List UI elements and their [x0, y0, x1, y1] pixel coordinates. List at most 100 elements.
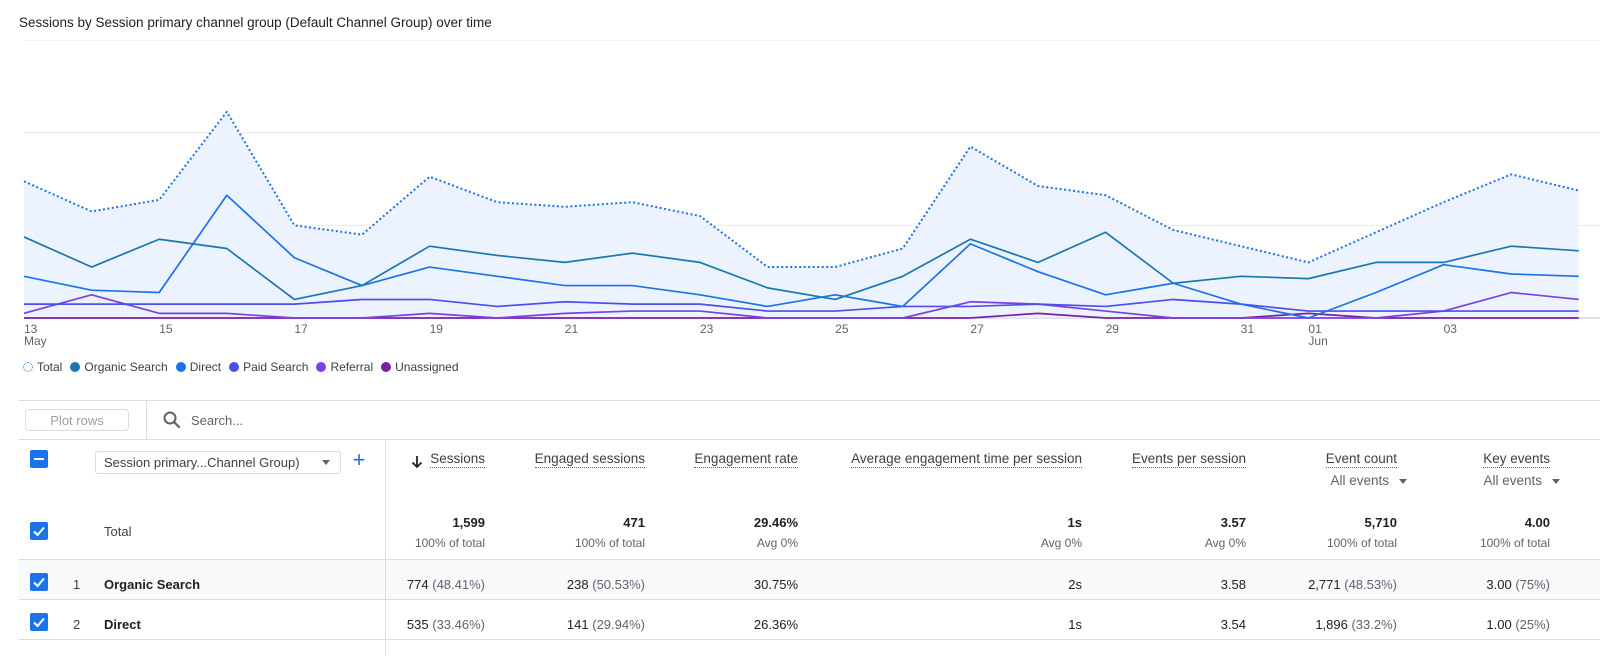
column-header-engagement-rate[interactable]: Engagement rate	[694, 451, 798, 468]
column-header-label: Key events	[1483, 451, 1550, 468]
total-area-fill	[24, 111, 1579, 318]
legend-label: Unassigned	[395, 360, 459, 374]
column-header-key-events[interactable]: Key events	[1483, 451, 1550, 468]
select-all-checkbox[interactable]	[30, 450, 48, 468]
event-filter-select[interactable]: All events	[1330, 473, 1407, 488]
search-icon	[163, 411, 181, 429]
dimension-select-label: Session primary...Channel Group)	[104, 455, 300, 470]
table-cell: 2,771 (48.53%)	[1308, 577, 1397, 592]
legend-swatch	[175, 362, 186, 372]
total-value: 1,599	[452, 515, 485, 530]
toolbar-divider	[146, 401, 147, 439]
legend-item-paid-search[interactable]: Paid Search	[229, 360, 308, 374]
x-tick-label: 23	[700, 322, 714, 336]
x-tick-label: 19	[430, 322, 444, 336]
series-line-referral[interactable]	[23, 291, 1579, 319]
legend-swatch	[316, 362, 327, 372]
chevron-down-icon	[1552, 478, 1560, 484]
total-subvalue: Avg 0%	[1204, 536, 1246, 550]
sort-descending-icon[interactable]	[410, 455, 424, 469]
total-value: 471	[623, 515, 645, 530]
channel-group-table: Session primary...Channel Group) + Sessi…	[19, 439, 1600, 656]
plot-rows-button[interactable]: Plot rows	[25, 409, 129, 431]
series-line-organic-search[interactable]	[23, 231, 1579, 301]
column-header-label: Average engagement time per session	[851, 451, 1082, 468]
table-cell: 1s	[1068, 617, 1082, 632]
total-subvalue: 100% of total	[574, 536, 645, 550]
chevron-down-icon	[322, 460, 330, 465]
total-value: 29.46%	[753, 515, 798, 530]
add-dimension-button[interactable]: +	[352, 447, 366, 472]
legend-item-direct[interactable]: Direct	[175, 360, 221, 374]
event-filter-select[interactable]: All events	[1483, 473, 1560, 488]
legend-item-unassigned[interactable]: Unassigned	[381, 360, 459, 374]
table-toolbar: Plot rows	[19, 400, 1600, 440]
x-tick-label: 27	[970, 322, 984, 336]
column-header-events-per-session[interactable]: Events per session	[1131, 451, 1246, 468]
legend-swatch	[229, 362, 240, 372]
legend-item-referral[interactable]: Referral	[316, 360, 373, 374]
row-number: 1	[73, 577, 81, 592]
table-cell: 774 (48.41%)	[406, 577, 485, 592]
row-number: 2	[73, 617, 81, 632]
x-tick-label: 25	[835, 322, 849, 336]
table-cell: 2s	[1068, 577, 1082, 592]
chart-legend: Total Organic Search Direct Paid Search Refe…	[23, 360, 459, 374]
legend-label: Organic Search	[84, 360, 168, 374]
dimension-select[interactable]: Session primary...Channel Group)	[95, 451, 341, 474]
column-header-label: Sessions	[430, 451, 485, 468]
legend-item-organic-search[interactable]: Organic Search	[70, 360, 168, 374]
total-value: 4.00	[1524, 515, 1550, 530]
x-tick-label: 13	[24, 322, 38, 336]
legend-swatch	[70, 362, 81, 372]
column-header-engaged-sessions[interactable]: Engaged sessions	[534, 451, 645, 468]
table-cell: 26.36%	[753, 617, 798, 632]
row-divider	[19, 599, 1600, 600]
x-tick-label: 31	[1241, 322, 1255, 336]
legend-label: Paid Search	[243, 360, 309, 374]
legend-swatch	[381, 362, 392, 372]
row-channel-label[interactable]: Organic Search	[104, 577, 201, 592]
series-line-paid-search[interactable]	[24, 298, 1579, 312]
search-input[interactable]	[191, 410, 491, 430]
total-value: 5,710	[1364, 515, 1397, 530]
total-subvalue: 100% of total	[1479, 536, 1550, 550]
table-cell: 1,896 (33.2%)	[1315, 617, 1397, 632]
column-header-label: Events per session	[1131, 451, 1246, 468]
total-row-checkbox[interactable]	[30, 522, 48, 540]
legend-item-total[interactable]: Total	[23, 360, 62, 374]
x-tick-sublabel: May	[24, 334, 47, 348]
column-header-label: Engagement rate	[694, 451, 798, 468]
legend-swatch	[23, 362, 33, 372]
x-tick-label: 29	[1106, 322, 1120, 336]
row-divider	[19, 639, 1600, 640]
row-checkbox[interactable]	[30, 573, 48, 591]
table-cell: 535 (33.46%)	[406, 617, 485, 632]
x-tick-label: 15	[159, 322, 173, 336]
table-cell: 3.58	[1220, 577, 1246, 592]
column-header-average-engagement-time-per-session[interactable]: Average engagement time per session	[851, 451, 1082, 468]
table-cell: 141 (29.94%)	[566, 617, 645, 632]
series-line-direct[interactable]	[23, 194, 1579, 319]
table-cell: 1.00 (25%)	[1486, 617, 1550, 632]
x-tick-label: 03	[1444, 322, 1458, 336]
row-checkbox[interactable]	[30, 613, 48, 631]
total-subvalue: 100% of total	[1326, 536, 1397, 550]
total-value: 1s	[1067, 515, 1082, 530]
table-cell: 30.75%	[753, 577, 798, 592]
total-subvalue: Avg 0%	[1040, 536, 1082, 550]
table-cell: 3.54	[1220, 617, 1246, 632]
column-header-label: Event count	[1325, 451, 1397, 468]
column-header-event-count[interactable]: Event count	[1325, 451, 1397, 468]
row-channel-label[interactable]: Direct	[104, 617, 141, 632]
x-tick-label: 21	[565, 322, 579, 336]
x-tick-label: 01	[1308, 322, 1322, 336]
table-cell: 238 (50.53%)	[566, 577, 645, 592]
column-header-sessions[interactable]: Sessions	[430, 451, 485, 468]
chart-title: Sessions by Session primary channel grou…	[19, 15, 492, 30]
total-subvalue: 100% of total	[414, 536, 485, 550]
chevron-down-icon	[1399, 478, 1407, 484]
total-value: 3.57	[1220, 515, 1246, 530]
x-tick-label: 17	[294, 322, 308, 336]
